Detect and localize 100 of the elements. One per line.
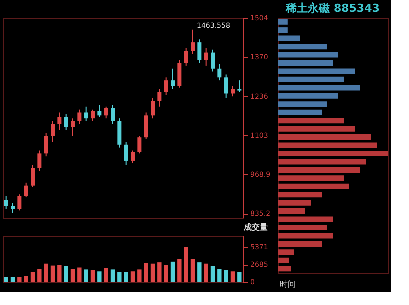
bar bbox=[278, 134, 372, 140]
bar bbox=[124, 272, 128, 282]
bar bbox=[50, 266, 56, 282]
chart-title: 成交量 bbox=[242, 222, 268, 232]
bar bbox=[278, 250, 294, 256]
bar bbox=[30, 272, 36, 282]
candlestick bbox=[204, 48, 208, 66]
bar bbox=[178, 259, 182, 282]
bar bbox=[278, 192, 322, 198]
candlestick bbox=[131, 150, 135, 164]
bar bbox=[278, 36, 300, 42]
bar bbox=[224, 270, 228, 282]
bar bbox=[278, 19, 288, 25]
candlestick bbox=[58, 112, 62, 131]
bar bbox=[278, 68, 355, 74]
candlestick bbox=[84, 106, 88, 122]
bar bbox=[164, 265, 168, 282]
candlestick bbox=[18, 194, 22, 212]
bar bbox=[90, 270, 96, 282]
bar bbox=[278, 184, 350, 190]
bar bbox=[230, 272, 236, 282]
bar bbox=[58, 265, 62, 282]
bar bbox=[278, 102, 328, 108]
candlestick bbox=[191, 29, 195, 55]
candlestick bbox=[4, 196, 8, 210]
candlestick bbox=[78, 109, 82, 125]
bar bbox=[278, 241, 322, 247]
candlestick bbox=[238, 80, 242, 93]
bar bbox=[238, 272, 242, 282]
candlestick bbox=[31, 164, 35, 188]
candlestick bbox=[211, 49, 215, 72]
bar bbox=[190, 259, 196, 282]
bar bbox=[278, 200, 311, 206]
candlestick bbox=[218, 64, 222, 82]
bar bbox=[278, 44, 328, 50]
bar bbox=[158, 262, 162, 282]
bar bbox=[278, 159, 366, 165]
bar bbox=[278, 142, 377, 148]
bar bbox=[144, 263, 148, 282]
candlestick bbox=[138, 136, 142, 154]
bar bbox=[24, 276, 28, 282]
candlestick bbox=[91, 109, 95, 122]
bar bbox=[104, 268, 108, 282]
bar bbox=[278, 110, 322, 116]
bar bbox=[278, 93, 338, 99]
bar bbox=[110, 270, 116, 282]
bar bbox=[170, 262, 176, 282]
candlestick bbox=[151, 98, 155, 120]
candlestick bbox=[224, 74, 228, 99]
bar bbox=[278, 176, 344, 182]
candlestick bbox=[164, 77, 168, 96]
bar bbox=[278, 233, 333, 239]
candlestick bbox=[44, 132, 48, 158]
candlestick bbox=[178, 60, 182, 88]
bar bbox=[278, 216, 333, 222]
bar bbox=[78, 268, 82, 282]
candlestick bbox=[24, 182, 28, 198]
bar bbox=[278, 118, 344, 124]
candlestick bbox=[71, 118, 75, 137]
bar bbox=[278, 60, 333, 66]
bar bbox=[118, 272, 122, 282]
bar bbox=[218, 269, 222, 282]
bar bbox=[278, 28, 288, 34]
candlestick bbox=[171, 68, 175, 90]
candlestick bbox=[144, 112, 148, 140]
bar bbox=[278, 52, 338, 58]
bar bbox=[64, 266, 68, 282]
bar bbox=[278, 150, 388, 156]
bar bbox=[84, 270, 88, 282]
candlestick bbox=[184, 48, 188, 66]
bar bbox=[130, 272, 136, 282]
bar bbox=[138, 270, 142, 282]
candlestick bbox=[111, 104, 115, 125]
bar bbox=[70, 269, 76, 282]
bar bbox=[278, 167, 360, 173]
candlestick bbox=[64, 114, 68, 131]
candlestick bbox=[38, 150, 42, 172]
bar bbox=[38, 269, 42, 282]
bar bbox=[150, 264, 156, 282]
bar bbox=[278, 266, 292, 272]
bar bbox=[10, 277, 16, 282]
candlestick bbox=[124, 141, 128, 166]
candlestick bbox=[98, 104, 102, 118]
bar bbox=[4, 277, 8, 282]
bar bbox=[278, 224, 328, 231]
bar bbox=[210, 266, 216, 282]
candlestick bbox=[104, 106, 108, 120]
candlestick bbox=[158, 88, 162, 108]
bar bbox=[98, 272, 102, 282]
bar bbox=[278, 208, 306, 214]
bar bbox=[278, 76, 344, 82]
candlestick bbox=[118, 118, 122, 148]
bar bbox=[278, 258, 289, 264]
candlestick bbox=[51, 121, 55, 142]
bar bbox=[278, 126, 355, 132]
bar bbox=[184, 247, 188, 282]
bar bbox=[278, 85, 360, 91]
bar bbox=[18, 277, 22, 282]
text: 时间 bbox=[280, 280, 296, 289]
bar bbox=[44, 264, 48, 282]
